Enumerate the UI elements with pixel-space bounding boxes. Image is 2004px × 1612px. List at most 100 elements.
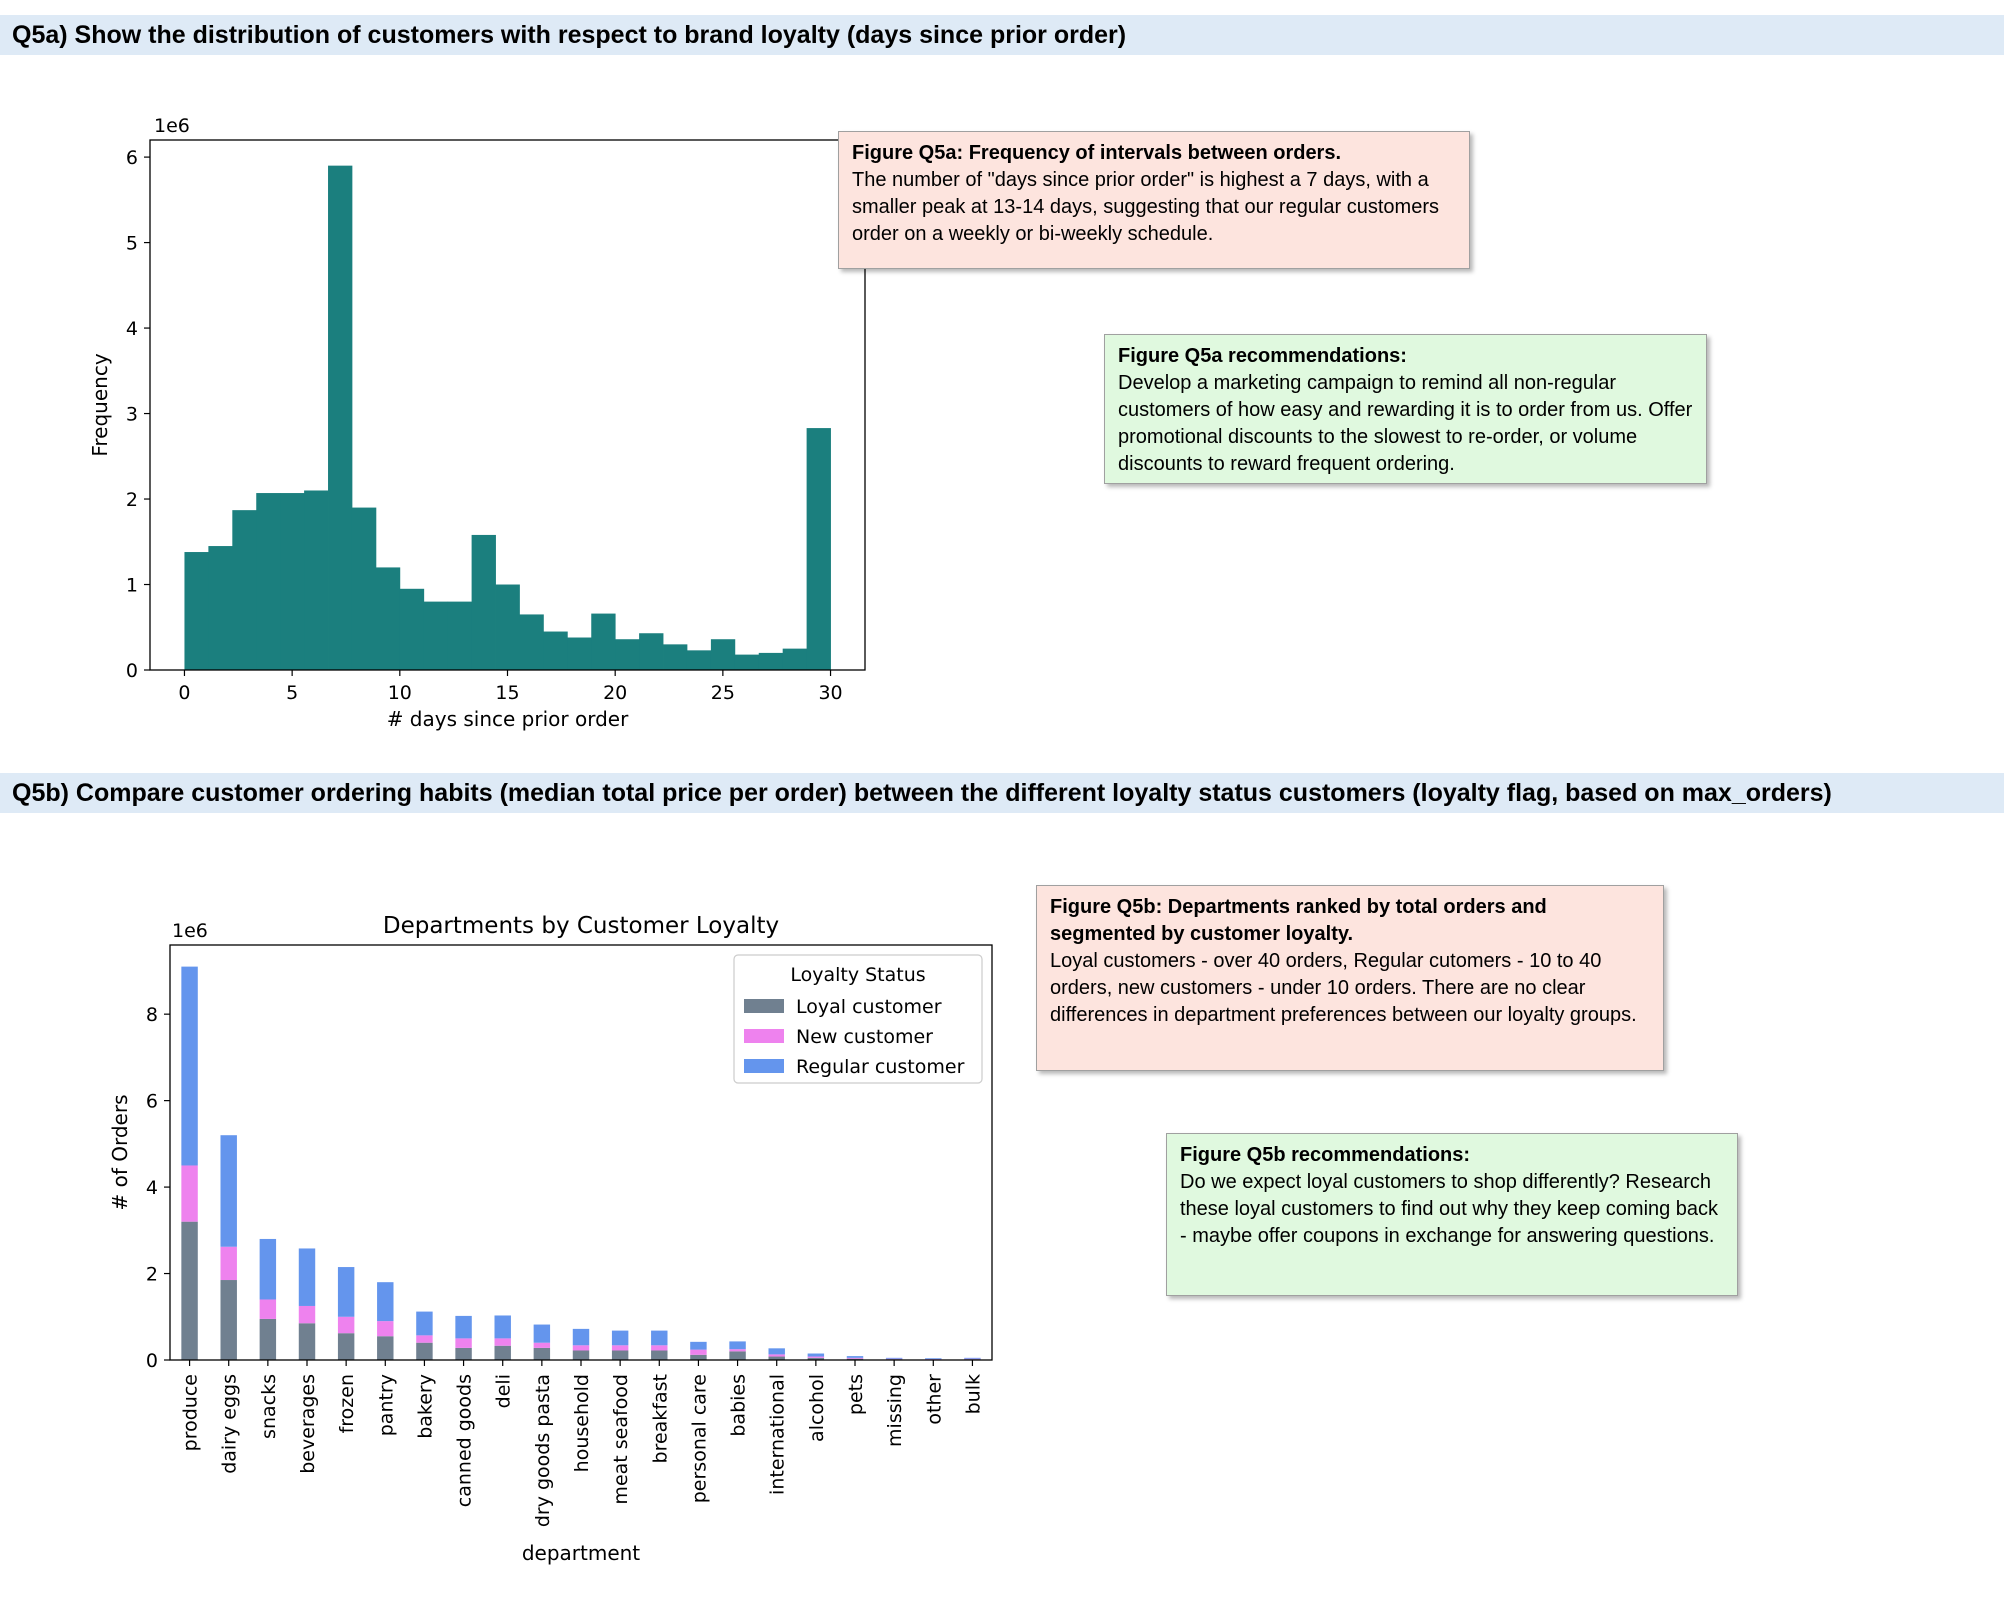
x-tick-label: alcohol [806, 1374, 828, 1442]
stacked-bar-segment [533, 1347, 551, 1360]
stacked-bar-segment [651, 1350, 668, 1360]
histogram-bar [495, 584, 520, 670]
stacked-bar-segment [494, 1315, 511, 1339]
stacked-bar-segment [807, 1356, 825, 1358]
histogram-bar [184, 552, 209, 670]
histogram-bar [351, 507, 377, 670]
histogram-bar [280, 493, 305, 670]
stacked-bar-segment [925, 1358, 942, 1360]
x-tick-label: snacks [258, 1374, 280, 1439]
figure-q5b-recommendations-body: Do we expect loyal customers to shop dif… [1180, 1171, 1719, 1247]
histogram-bar [758, 652, 784, 670]
histogram-bar [567, 637, 592, 670]
days-since-prior-order-histogram: 0 1 2 3 4 5 6 0 5 10 15 20 25 30 1e6 # days since prior… [88, 115, 866, 731]
y-axis-label: # of Orders [108, 1094, 132, 1210]
legend-swatch [744, 999, 784, 1013]
stacked-bar-segment [220, 1135, 237, 1247]
stacked-bar-segment [494, 1345, 511, 1360]
chart-title: Departments by Customer Loyalty [383, 913, 779, 939]
histogram-bar [232, 510, 257, 670]
stacked-bar-segment [690, 1354, 707, 1360]
histogram-bar [256, 493, 281, 670]
x-axis-label: # days since prior order [387, 707, 629, 731]
histogram-bar [782, 648, 808, 670]
stacked-bar-segment [533, 1342, 551, 1348]
figure-q5b-note: Figure Q5b: Departments ranked by total … [1036, 885, 1664, 1071]
x-tick-label: babies [728, 1374, 750, 1437]
x-tick-label: meat seafood [610, 1374, 632, 1505]
stacked-bar-segment [220, 1280, 237, 1360]
stacked-bar-segment [337, 1316, 355, 1334]
stacked-bar-segment [259, 1318, 277, 1360]
stacked-bar-segment [768, 1354, 785, 1357]
stacked-bar-segment [377, 1282, 394, 1322]
y-tick-label: 4 [146, 1177, 158, 1199]
stacked-bar-segment [807, 1357, 825, 1360]
histogram-bar [471, 534, 496, 670]
histogram-bar [663, 644, 688, 670]
section-header-q5b: Q5b) Compare customer ordering habits (m… [0, 773, 2004, 813]
stacked-bar-segment [611, 1345, 629, 1351]
stacked-bar-segment [768, 1356, 785, 1360]
histogram-bar [447, 601, 473, 670]
histogram-bar [543, 631, 568, 670]
histogram-bar [639, 633, 664, 670]
legend-swatch [744, 1059, 784, 1073]
x-tick-label: bakery [414, 1374, 436, 1439]
stacked-bar-segment [611, 1330, 629, 1346]
stacked-bar-segment [298, 1248, 316, 1306]
stacked-bar-segment [572, 1328, 590, 1346]
x-tick-label: international [767, 1374, 789, 1495]
y-tick-label: 3 [126, 404, 138, 426]
stacked-bar-segment [651, 1345, 668, 1351]
x-tick-label: frozen [336, 1374, 358, 1433]
x-tick-label: canned goods [454, 1374, 476, 1507]
figure-q5a-note-body: The number of "days since prior order" i… [852, 169, 1439, 245]
x-tick-label: 20 [603, 682, 627, 704]
x-tick-label: missing [884, 1374, 906, 1447]
legend-label: Loyal customer [796, 996, 942, 1018]
x-axis-label: department [522, 1541, 640, 1565]
stacked-bar-segment [416, 1335, 433, 1343]
stacked-bar-segment [651, 1330, 668, 1346]
histogram-bar [519, 614, 544, 670]
stacked-bar-segment [337, 1267, 355, 1317]
stacked-bar-segment [455, 1338, 472, 1348]
x-tick-label: beverages [297, 1374, 319, 1474]
stacked-bar-segment [885, 1357, 903, 1359]
figure-q5b-note-body: Loyal customers - over 40 orders, Regula… [1050, 950, 1637, 1026]
histogram-bar [734, 654, 760, 670]
histogram-bar [208, 546, 233, 670]
stacked-bar-segment [807, 1353, 825, 1357]
x-tick-label: 25 [711, 682, 735, 704]
y-multiplier-label: 1e6 [172, 920, 208, 942]
x-tick-label: produce [180, 1374, 202, 1451]
histogram-bar [710, 639, 736, 670]
y-tick-label: 1 [126, 575, 138, 597]
x-tick-label: personal care [688, 1374, 710, 1503]
histogram-bar [399, 588, 425, 670]
y-tick-label: 0 [126, 660, 138, 682]
legend-label: Regular customer [796, 1056, 965, 1078]
histogram-bar [304, 490, 329, 670]
y-tick-label: 0 [146, 1350, 158, 1372]
stacked-bar-segment [455, 1347, 472, 1360]
x-tick-label: deli [493, 1374, 515, 1408]
legend-frame [733, 954, 983, 1084]
x-tick-label: pets [845, 1374, 867, 1415]
stacked-bar-segment [337, 1333, 355, 1360]
y-multiplier-label: 1e6 [154, 115, 190, 137]
histogram-bar [423, 601, 449, 670]
stacked-bar-segment [494, 1338, 511, 1346]
x-tick-label: breakfast [649, 1374, 671, 1463]
histogram-bar [615, 639, 640, 670]
x-tick-label: 5 [286, 682, 298, 704]
x-tick-label: 0 [178, 682, 190, 704]
y-tick-label: 2 [146, 1264, 158, 1286]
section-header-q5a-text: Q5a) Show the distribution of customers … [12, 21, 1127, 49]
figure-q5b-recommendations-note: Figure Q5b recommendations: Do we expect… [1166, 1133, 1738, 1296]
stacked-bar-segment [846, 1357, 864, 1359]
figure-q5a-note: Figure Q5a: Frequency of intervals betwe… [838, 131, 1470, 269]
stacked-bar-segment [729, 1341, 746, 1350]
figure-q5b-recommendations-title: Figure Q5b recommendations: [1180, 1144, 1471, 1166]
